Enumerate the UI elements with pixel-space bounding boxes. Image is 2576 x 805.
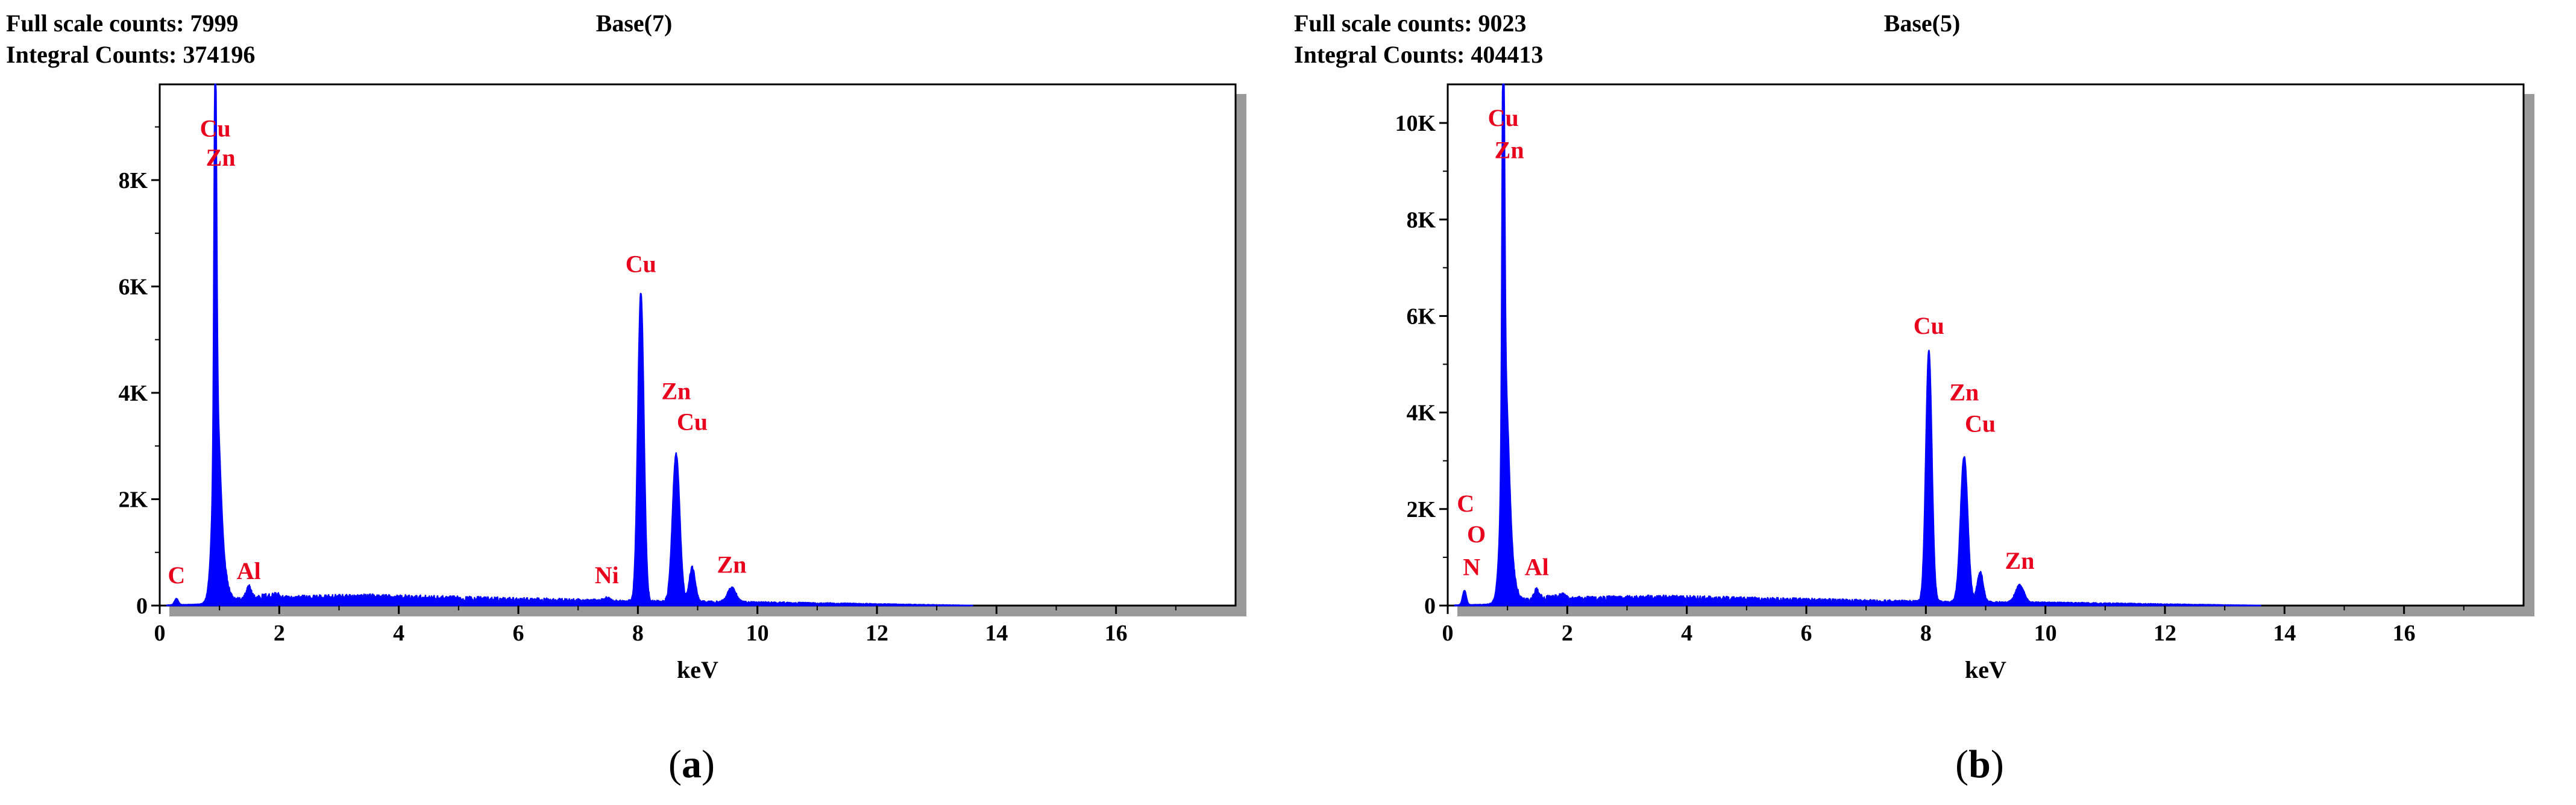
x-tick-label: 16	[1105, 621, 1128, 646]
y-tick-label: 2K	[1406, 497, 1436, 522]
x-tick-label: 6	[1801, 621, 1812, 646]
peak-label-cu: Cu	[1488, 104, 1519, 131]
chart-title: Base(5)	[1884, 10, 1961, 37]
frame-shadow-right	[1236, 94, 1246, 616]
peak-label-zn: Zn	[2005, 547, 2035, 574]
y-tick-label: 4K	[118, 381, 148, 406]
frame-shadow-bottom	[1457, 606, 2533, 616]
spectrum-series	[1454, 83, 2261, 607]
x-tick-label: 8	[1920, 621, 1932, 646]
y-tick-label: 0	[136, 594, 148, 619]
peak-label-cu: Cu	[626, 251, 656, 278]
frame-shadow-right	[2524, 94, 2534, 616]
y-tick-label: 6K	[118, 274, 148, 299]
x-tick-label: 6	[513, 621, 524, 646]
x-tick-label: 2	[1562, 621, 1573, 646]
x-tick-label: 14	[985, 621, 1008, 646]
frame-shadow-bottom	[169, 606, 1245, 616]
peak-label-zn: Zn	[1495, 137, 1524, 164]
x-tick-label: 0	[154, 621, 166, 646]
peak-label-zn: Zn	[206, 144, 236, 171]
y-tick-label: 8K	[118, 168, 148, 193]
peak-label-c: C	[1457, 490, 1474, 517]
x-tick-label: 16	[2393, 621, 2416, 646]
x-tick-label: 12	[865, 621, 888, 646]
panel-letter: a	[682, 742, 702, 786]
x-tick-label: 14	[2273, 621, 2296, 646]
x-tick-label: 10	[746, 621, 769, 646]
panel-caption: (a)	[668, 742, 715, 786]
chart-title: Base(7)	[596, 10, 673, 37]
peak-label-cu: Cu	[1965, 410, 1996, 437]
peak-label-o: O	[1467, 521, 1486, 548]
peak-label-ni: Ni	[595, 562, 619, 589]
peak-label-zn: Zn	[661, 378, 691, 405]
peak-label-cu: Cu	[677, 409, 708, 436]
peak-label-zn: Zn	[717, 551, 747, 578]
y-tick-label: 8K	[1406, 207, 1436, 233]
y-tick-label: 4K	[1406, 401, 1436, 426]
x-tick-label: 0	[1442, 621, 1454, 646]
x-tick-label: 8	[632, 621, 644, 646]
panel-caption: (b)	[1955, 742, 2004, 786]
x-axis-label: keV	[677, 656, 718, 683]
integral-counts: Integral Counts: 374196	[6, 41, 255, 68]
plot-frame	[159, 83, 1237, 607]
x-tick-label: 4	[393, 621, 404, 646]
peak-label-cu: Cu	[200, 115, 231, 142]
eds-spectrum-panel-a: Full scale counts: 7999 Integral Counts: …	[6, 10, 1246, 786]
y-tick-label: 0	[1424, 594, 1436, 619]
x-tick-label: 4	[1681, 621, 1692, 646]
peak-label-c: C	[168, 562, 185, 589]
x-tick-label: 10	[2034, 621, 2057, 646]
full-scale-counts: Full scale counts: 9023	[1294, 10, 1527, 37]
peak-label-n: N	[1463, 554, 1480, 581]
x-axis-label: keV	[1965, 656, 2006, 683]
spectrum-series	[166, 83, 973, 607]
y-tick-label: 6K	[1406, 304, 1436, 329]
peak-label-al: Al	[1525, 554, 1549, 581]
integral-counts: Integral Counts: 404413	[1294, 41, 1543, 68]
x-tick-label: 12	[2153, 621, 2176, 646]
peak-label-al: Al	[237, 557, 261, 584]
y-tick-label: 10K	[1395, 111, 1436, 136]
plot-frame	[1447, 83, 2525, 607]
peak-label-zn: Zn	[1949, 379, 1979, 406]
x-tick-label: 2	[274, 621, 285, 646]
y-tick-label: 2K	[118, 487, 148, 512]
peak-label-cu: Cu	[1914, 312, 1944, 339]
panel-letter: b	[1968, 742, 1991, 786]
full-scale-counts: Full scale counts: 7999	[6, 10, 239, 37]
eds-spectrum-panel-b: Full scale counts: 9023 Integral Counts: …	[1288, 0, 2576, 805]
